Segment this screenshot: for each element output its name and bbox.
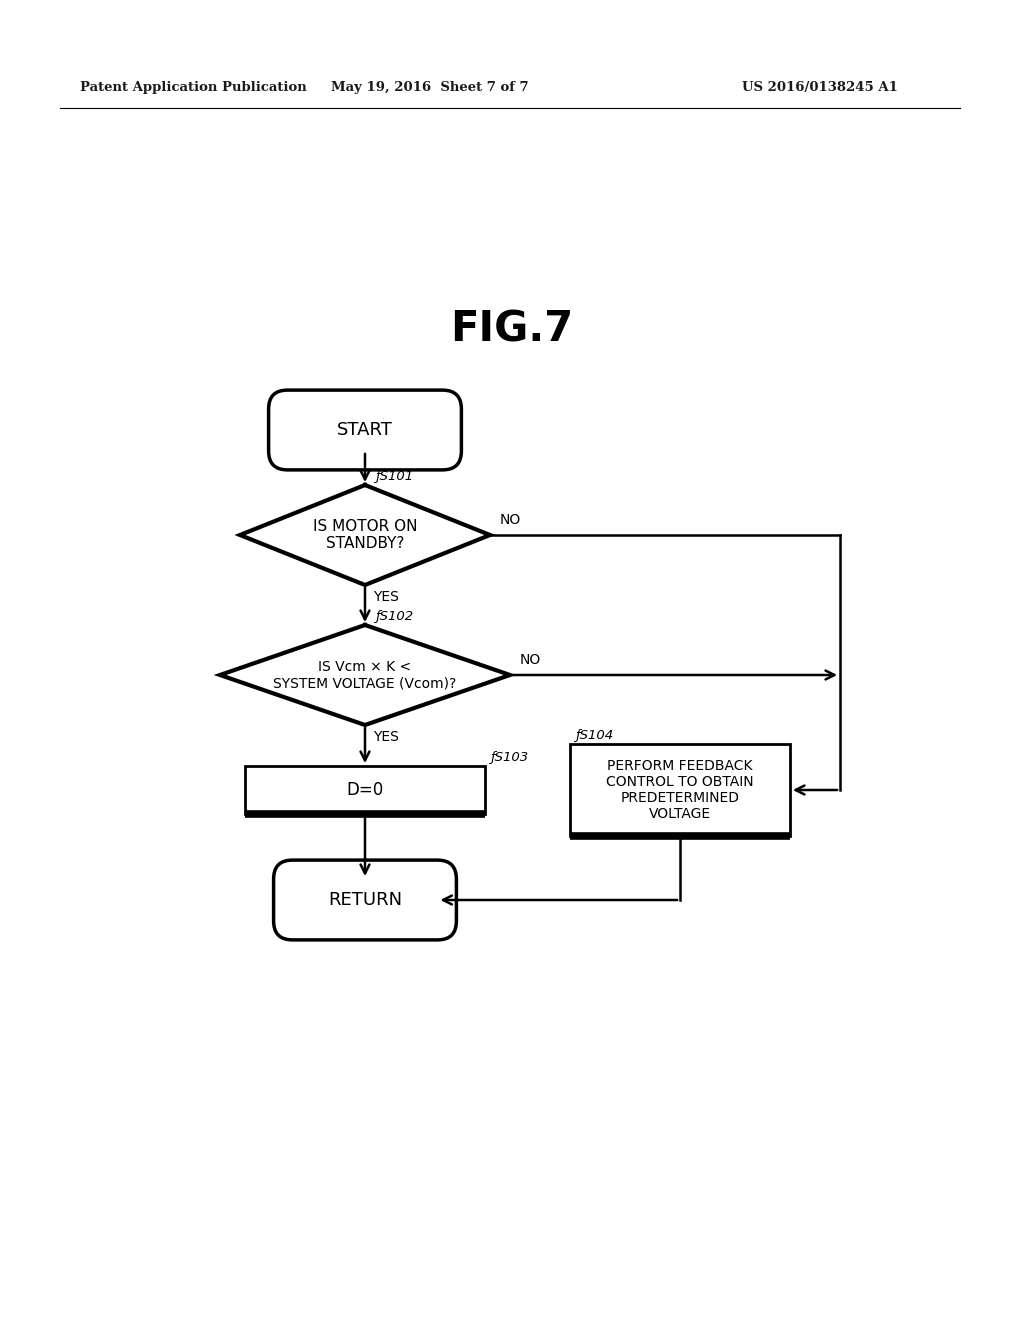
FancyBboxPatch shape xyxy=(273,861,457,940)
Text: US 2016/0138245 A1: US 2016/0138245 A1 xyxy=(742,82,898,95)
Text: NO: NO xyxy=(500,513,521,527)
Text: PERFORM FEEDBACK
CONTROL TO OBTAIN
PREDETERMINED
VOLTAGE: PERFORM FEEDBACK CONTROL TO OBTAIN PREDE… xyxy=(606,759,754,821)
Text: May 19, 2016  Sheet 7 of 7: May 19, 2016 Sheet 7 of 7 xyxy=(331,82,528,95)
Text: YES: YES xyxy=(373,730,399,744)
Text: ƒS104: ƒS104 xyxy=(575,729,613,742)
Bar xyxy=(245,766,485,814)
Text: D=0: D=0 xyxy=(346,781,384,799)
Bar xyxy=(570,744,790,836)
Polygon shape xyxy=(240,484,490,585)
Text: ƒS101: ƒS101 xyxy=(375,470,413,483)
FancyBboxPatch shape xyxy=(268,391,462,470)
Text: RETURN: RETURN xyxy=(328,891,402,909)
Text: IS Vcm × K <
SYSTEM VOLTAGE (Vcom)?: IS Vcm × K < SYSTEM VOLTAGE (Vcom)? xyxy=(273,660,457,690)
Text: ƒS103: ƒS103 xyxy=(490,751,528,764)
Text: Patent Application Publication: Patent Application Publication xyxy=(80,82,307,95)
Text: ƒS102: ƒS102 xyxy=(375,610,413,623)
Text: NO: NO xyxy=(520,653,542,667)
Text: FIG.7: FIG.7 xyxy=(451,309,573,351)
Text: IS MOTOR ON
STANDBY?: IS MOTOR ON STANDBY? xyxy=(312,519,417,552)
Polygon shape xyxy=(220,624,510,725)
Text: START: START xyxy=(337,421,393,440)
Text: YES: YES xyxy=(373,590,399,605)
